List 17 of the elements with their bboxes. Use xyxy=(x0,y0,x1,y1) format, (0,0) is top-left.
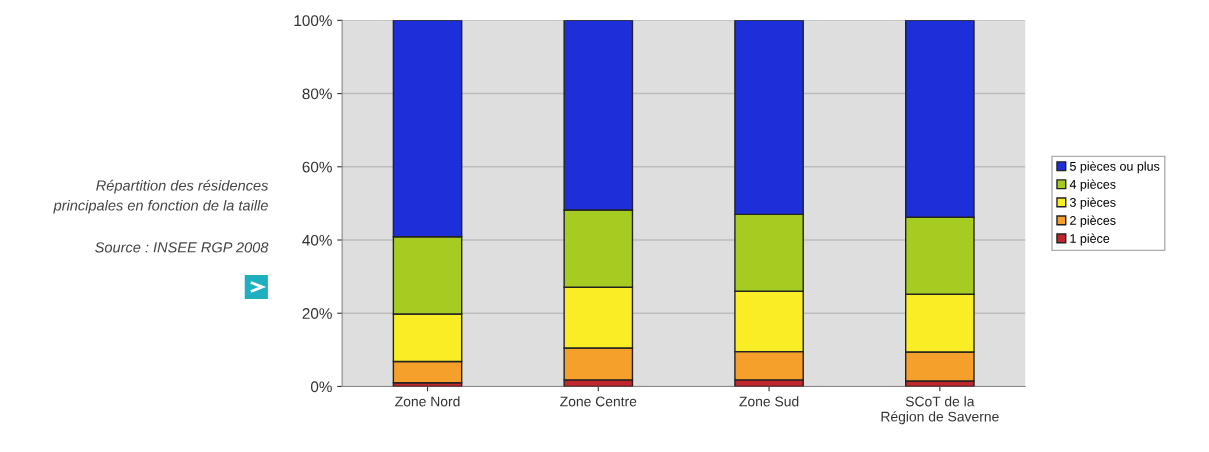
x-tick-label: SCoT de la Région de Saverne xyxy=(881,396,999,425)
legend-label: 2 pièces xyxy=(1070,215,1116,228)
y-tick-label: 20% xyxy=(302,308,332,319)
source-note: Source : INSEE RGP 2008 xyxy=(95,242,269,253)
text: Répartition des résidences principales en fonction de la taille xyxy=(53,179,269,214)
y-tick-label: 0% xyxy=(310,381,332,393)
y-tick-label: 100% xyxy=(294,15,332,27)
x-tick-label: Zone Sud xyxy=(739,396,799,407)
legend-label: 1 pièce xyxy=(1070,233,1110,246)
y-tick-label: 40% xyxy=(302,234,332,246)
legend-label: 3 pièces xyxy=(1069,197,1116,210)
legend-label: 4 pièces xyxy=(1069,179,1116,192)
x-tick-label: Zone Nord xyxy=(395,396,460,407)
legend-label: 5 pièces ou plus xyxy=(1069,161,1160,174)
y-tick-label: 80% xyxy=(302,88,332,100)
y-tick-label: 60% xyxy=(302,161,332,173)
x-tick-label: Zone Centre xyxy=(560,396,637,407)
